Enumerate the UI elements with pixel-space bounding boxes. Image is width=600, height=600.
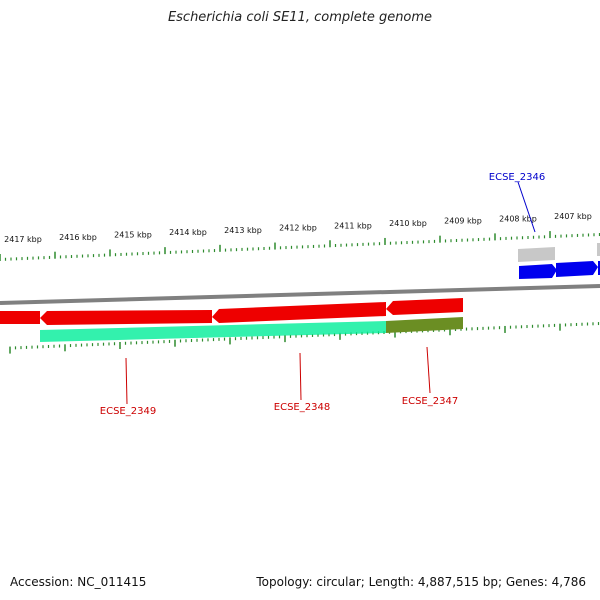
scale-label: 2412 kbp <box>279 224 317 233</box>
feature-olive-bar[interactable] <box>386 317 463 333</box>
feature-grey-1[interactable] <box>518 247 555 262</box>
scale-label: 2408 kbp <box>499 214 537 223</box>
scale-label: 2415 kbp <box>114 230 152 239</box>
map-title: Escherichia coli SE11, complete genome <box>167 10 433 25</box>
scale-label: 2409 kbp <box>444 217 482 226</box>
genome-backbone <box>0 284 600 305</box>
cds-ecse-2346[interactable] <box>519 264 557 279</box>
scale-label: 2411 kbp <box>334 221 372 230</box>
genome-summary: Topology: circular; Length: 4,887,515 bp… <box>256 575 586 589</box>
feature-grey-2[interactable] <box>597 243 600 256</box>
scale-labels: 2417 kbp 2416 kbp 2415 kbp 2414 kbp 2413 kbp… <box>4 212 592 244</box>
scale-label: 2417 kbp <box>4 235 42 244</box>
scale-label: 2414 kbp <box>169 228 207 237</box>
cds-ecse-2348[interactable] <box>212 302 386 323</box>
outer-tick-ring <box>0 231 600 261</box>
leader-ecse-2349 <box>125 357 128 405</box>
accession-label: Accession: NC_011415 <box>10 575 147 589</box>
gene-label-ecse-2348[interactable]: ECSE_2348 <box>274 402 330 413</box>
cds-ecse-2349-part[interactable] <box>0 311 40 324</box>
scale-label: 2416 kbp <box>59 233 97 242</box>
gene-label-ecse-2349[interactable]: ECSE_2349 <box>100 406 156 417</box>
scale-label: 2413 kbp <box>224 226 262 235</box>
gene-label-ecse-2346[interactable]: ECSE_2346 <box>489 172 545 183</box>
gene-label-ecse-2347[interactable]: ECSE_2347 <box>402 396 458 407</box>
feature-green-bar[interactable] <box>40 321 386 342</box>
leader-ecse-2346 <box>517 181 536 233</box>
scale-label: 2410 kbp <box>389 219 427 228</box>
cds-ecse-2347[interactable] <box>386 298 463 315</box>
leader-ecse-2347 <box>426 346 431 394</box>
cds-forward-2[interactable] <box>556 261 598 277</box>
scale-label: 2407 kbp <box>554 212 592 221</box>
leader-ecse-2348 <box>299 352 302 401</box>
cds-ecse-2349[interactable] <box>40 310 212 325</box>
